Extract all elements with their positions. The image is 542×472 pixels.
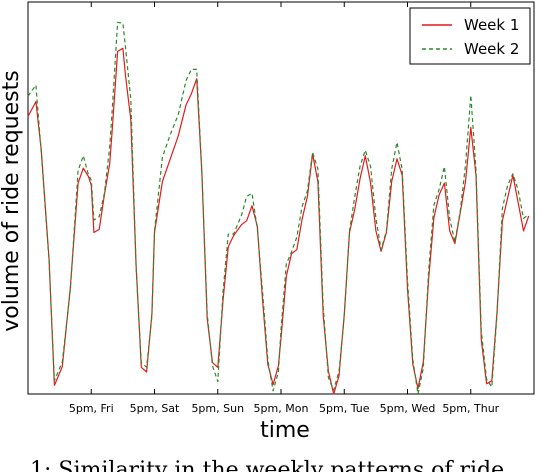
x-tick-label: 5pm, Fri xyxy=(69,402,114,415)
legend-box xyxy=(409,7,531,65)
legend-entry-label: Week 1 xyxy=(464,16,519,34)
legend: Week 1 Week 2 xyxy=(409,7,531,65)
series-line-week-2 xyxy=(27,21,530,395)
x-ticks: 5pm, Fri 5pm, Sat 5pm, Sun 5pm, Mon 5pm, Tue… xyxy=(69,2,500,415)
x-tick-label: 5pm, Sat xyxy=(130,402,180,415)
x-axis-label: time xyxy=(260,418,310,442)
figure-caption: 1: Similarity in the weekly patterns of … xyxy=(0,442,542,472)
y-axis-label: volume of ride requests xyxy=(0,70,24,331)
x-tick-label: 5pm, Wed xyxy=(380,402,436,415)
x-tick-label: 5pm, Mon xyxy=(254,402,309,415)
x-tick-label: 5pm, Tue xyxy=(319,402,370,415)
legend-entry-label: Week 2 xyxy=(464,40,519,58)
x-tick-label: 5pm, Sun xyxy=(191,402,244,415)
x-tick-label: 5pm, Thur xyxy=(442,402,499,415)
series-line-week-1 xyxy=(27,47,530,395)
series-layer xyxy=(27,21,530,395)
chart: 5pm, Fri 5pm, Sat 5pm, Sun 5pm, Mon 5pm, Tue… xyxy=(0,1,535,442)
caption-text: 1: Similarity in the weekly patterns of … xyxy=(30,458,505,472)
